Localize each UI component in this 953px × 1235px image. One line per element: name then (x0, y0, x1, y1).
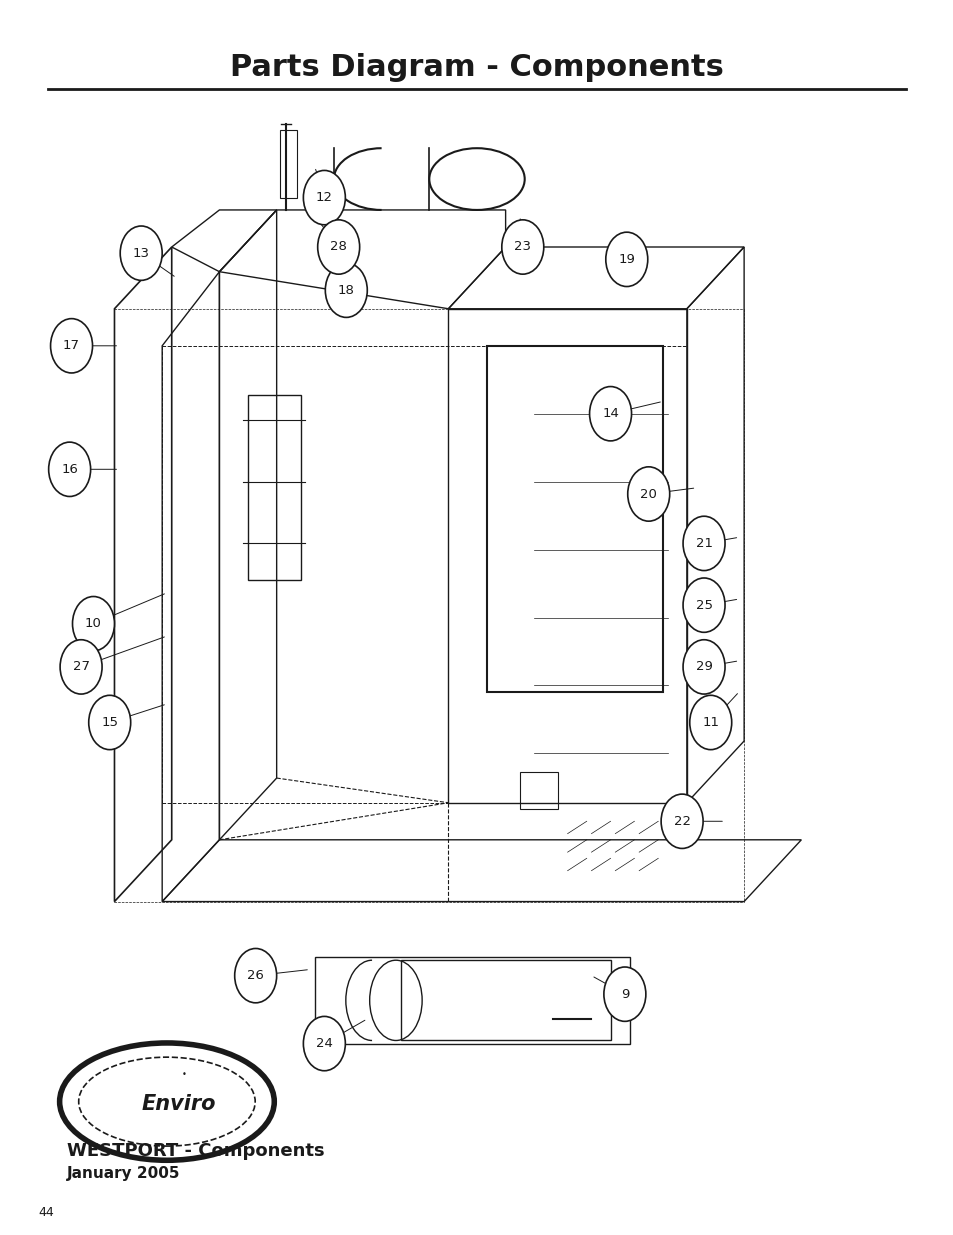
Circle shape (89, 695, 131, 750)
Circle shape (49, 442, 91, 496)
Text: 26: 26 (247, 969, 264, 982)
Circle shape (60, 640, 102, 694)
Circle shape (303, 1016, 345, 1071)
Circle shape (325, 263, 367, 317)
Text: 10: 10 (85, 618, 102, 630)
Circle shape (51, 319, 92, 373)
Circle shape (234, 948, 276, 1003)
Circle shape (72, 597, 114, 651)
Text: 15: 15 (101, 716, 118, 729)
Text: 17: 17 (63, 340, 80, 352)
Text: 28: 28 (330, 241, 347, 253)
Circle shape (689, 695, 731, 750)
Text: 19: 19 (618, 253, 635, 266)
Text: 44: 44 (38, 1207, 54, 1219)
Text: WESTPORT - Components: WESTPORT - Components (67, 1142, 324, 1160)
Circle shape (627, 467, 669, 521)
Text: •: • (181, 1070, 187, 1079)
Circle shape (603, 967, 645, 1021)
Text: 16: 16 (61, 463, 78, 475)
Circle shape (682, 640, 724, 694)
Circle shape (605, 232, 647, 287)
Text: 20: 20 (639, 488, 657, 500)
Circle shape (317, 220, 359, 274)
Circle shape (660, 794, 702, 848)
Text: January 2005: January 2005 (67, 1166, 180, 1181)
Circle shape (120, 226, 162, 280)
Circle shape (589, 387, 631, 441)
Text: 12: 12 (315, 191, 333, 204)
Text: 11: 11 (701, 716, 719, 729)
Text: 27: 27 (72, 661, 90, 673)
Text: Enviro: Enviro (141, 1094, 215, 1114)
Text: 22: 22 (673, 815, 690, 827)
Ellipse shape (59, 1042, 274, 1161)
Text: Parts Diagram - Components: Parts Diagram - Components (230, 53, 723, 83)
Circle shape (682, 578, 724, 632)
Circle shape (682, 516, 724, 571)
Text: 25: 25 (695, 599, 712, 611)
Circle shape (501, 220, 543, 274)
Text: 24: 24 (315, 1037, 333, 1050)
Text: 23: 23 (514, 241, 531, 253)
Text: 21: 21 (695, 537, 712, 550)
Text: 18: 18 (337, 284, 355, 296)
Text: 14: 14 (601, 408, 618, 420)
Circle shape (303, 170, 345, 225)
Text: 29: 29 (695, 661, 712, 673)
Text: 9: 9 (620, 988, 628, 1000)
Text: 13: 13 (132, 247, 150, 259)
